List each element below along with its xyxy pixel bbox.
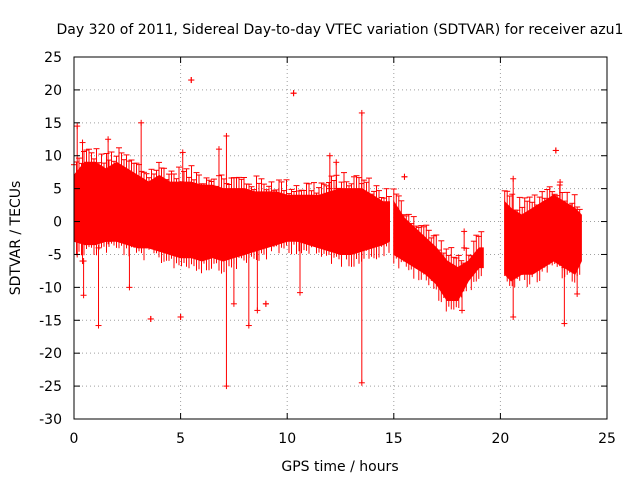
y-tick-label: -5 bbox=[48, 247, 62, 263]
x-tick-label: 25 bbox=[598, 431, 616, 447]
data-points bbox=[71, 77, 583, 390]
x-tick-label: 10 bbox=[278, 431, 296, 447]
y-tick-label: 10 bbox=[44, 149, 62, 165]
y-tick-label: 25 bbox=[44, 50, 62, 66]
y-axis-tick-labels: 25 20 15 10 5 0 -5 -10 -15 -20 -25 -30 bbox=[39, 50, 62, 428]
y-tick-label: 0 bbox=[53, 215, 62, 231]
y-tick-label: 5 bbox=[53, 182, 62, 198]
x-tick-label: 5 bbox=[176, 431, 185, 447]
y-tick-label: -20 bbox=[39, 346, 62, 362]
y-tick-label: -10 bbox=[39, 280, 62, 296]
y-tick-label: -25 bbox=[39, 379, 62, 395]
chart-title: Day 320 of 2011, Sidereal Day-to-day VTE… bbox=[57, 22, 624, 38]
x-tick-label: 0 bbox=[70, 431, 79, 447]
x-axis-label: GPS time / hours bbox=[281, 459, 398, 475]
plot-frame bbox=[73, 56, 608, 420]
axis-ticks bbox=[73, 56, 608, 420]
y-tick-label: -30 bbox=[39, 412, 62, 428]
x-tick-label: 15 bbox=[385, 431, 403, 447]
y-tick-label: -15 bbox=[39, 313, 62, 329]
x-axis-tick-labels: 0 5 10 15 20 25 bbox=[70, 431, 616, 447]
y-tick-label: 15 bbox=[44, 116, 62, 132]
y-axis-label: SDTVAR / TECUs bbox=[8, 181, 24, 296]
y-tick-label: 20 bbox=[44, 83, 62, 99]
x-tick-label: 20 bbox=[491, 431, 509, 447]
